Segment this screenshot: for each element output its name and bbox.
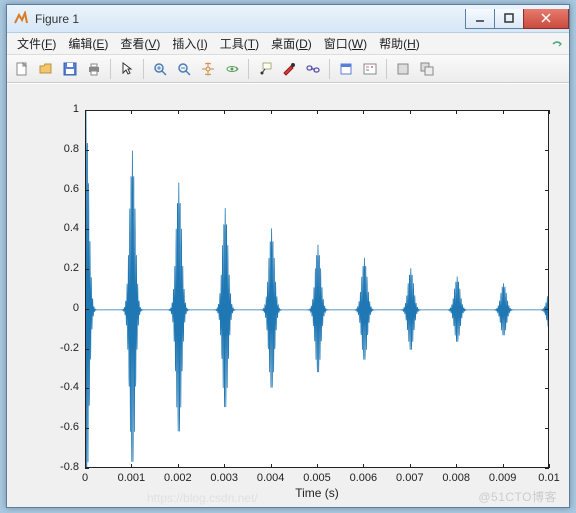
save-icon[interactable] bbox=[59, 58, 81, 80]
menu-f[interactable]: 文件(F) bbox=[11, 33, 62, 54]
zoom-in-icon[interactable] bbox=[149, 58, 171, 80]
rotate3d-icon[interactable] bbox=[221, 58, 243, 80]
matlab-icon bbox=[13, 11, 29, 27]
toolbar-separator bbox=[386, 59, 387, 79]
figure-area: Periodic Gaussian pulse Time (s) -0.8-0.… bbox=[7, 84, 569, 507]
watermark-text: @51CTO博客 bbox=[478, 488, 557, 505]
zoom-out-icon[interactable] bbox=[173, 58, 195, 80]
y-tick-label: -0.6 bbox=[39, 421, 79, 433]
colorbar-icon[interactable] bbox=[335, 58, 357, 80]
figure-window: Figure 1 文件(F)编辑(E)查看(V)插入(I)工具(T)桌面(D)窗… bbox=[6, 4, 570, 508]
menu-corner-icon[interactable] bbox=[549, 36, 565, 52]
line-plot bbox=[86, 111, 548, 467]
minimize-button[interactable] bbox=[465, 9, 495, 29]
toolbar bbox=[7, 55, 569, 83]
window-buttons bbox=[466, 9, 569, 29]
brush-icon[interactable] bbox=[278, 58, 300, 80]
menu-v[interactable]: 查看(V) bbox=[114, 33, 166, 54]
annotate2-icon[interactable] bbox=[416, 58, 438, 80]
print-icon[interactable] bbox=[83, 58, 105, 80]
y-tick-label: 0 bbox=[39, 302, 79, 314]
y-tick-label: 0.8 bbox=[39, 143, 79, 155]
x-tick-label: 0.007 bbox=[396, 472, 424, 484]
titlebar[interactable]: Figure 1 bbox=[7, 5, 569, 33]
legend-icon[interactable] bbox=[359, 58, 381, 80]
menu-w[interactable]: 窗口(W) bbox=[318, 33, 373, 54]
y-tick-label: 0.6 bbox=[39, 183, 79, 195]
window-title: Figure 1 bbox=[35, 12, 466, 26]
y-tick-label: 0.4 bbox=[39, 222, 79, 234]
x-tick-label: 0.01 bbox=[538, 472, 559, 484]
menu-i[interactable]: 插入(I) bbox=[166, 33, 213, 54]
toolbar-separator bbox=[329, 59, 330, 79]
x-tick-label: 0.005 bbox=[303, 472, 331, 484]
pointer-icon[interactable] bbox=[116, 58, 138, 80]
y-tick-label: -0.8 bbox=[39, 461, 79, 473]
toolbar-separator bbox=[110, 59, 111, 79]
x-tick-label: 0.001 bbox=[118, 472, 146, 484]
link-icon[interactable] bbox=[302, 58, 324, 80]
x-tick-label: 0.004 bbox=[257, 472, 285, 484]
menu-d[interactable]: 桌面(D) bbox=[265, 33, 318, 54]
watermark-url: https://blog.csdn.net/ bbox=[147, 491, 258, 505]
y-tick-label: -0.2 bbox=[39, 342, 79, 354]
x-tick-label: 0 bbox=[82, 472, 88, 484]
open-icon[interactable] bbox=[35, 58, 57, 80]
annotate-icon[interactable] bbox=[392, 58, 414, 80]
y-tick-label: 0.2 bbox=[39, 262, 79, 274]
menu-t[interactable]: 工具(T) bbox=[214, 33, 265, 54]
datatip-icon[interactable] bbox=[254, 58, 276, 80]
plot-axes[interactable] bbox=[85, 110, 549, 468]
x-tick-label: 0.008 bbox=[442, 472, 470, 484]
x-tick-label: 0.009 bbox=[489, 472, 517, 484]
menu-h[interactable]: 帮助(H) bbox=[373, 33, 426, 54]
menu-e[interactable]: 编辑(E) bbox=[62, 33, 114, 54]
x-tick-label: 0.006 bbox=[350, 472, 378, 484]
toolbar-separator bbox=[143, 59, 144, 79]
pan-icon[interactable] bbox=[197, 58, 219, 80]
y-tick-label: 1 bbox=[39, 103, 79, 115]
x-tick-label: 0.002 bbox=[164, 472, 192, 484]
y-tick-label: -0.4 bbox=[39, 381, 79, 393]
menubar: 文件(F)编辑(E)查看(V)插入(I)工具(T)桌面(D)窗口(W)帮助(H) bbox=[7, 33, 569, 55]
close-button[interactable] bbox=[523, 9, 569, 29]
toolbar-separator bbox=[248, 59, 249, 79]
new-file-icon[interactable] bbox=[11, 58, 33, 80]
x-tick-label: 0.003 bbox=[210, 472, 238, 484]
maximize-button[interactable] bbox=[494, 9, 524, 29]
